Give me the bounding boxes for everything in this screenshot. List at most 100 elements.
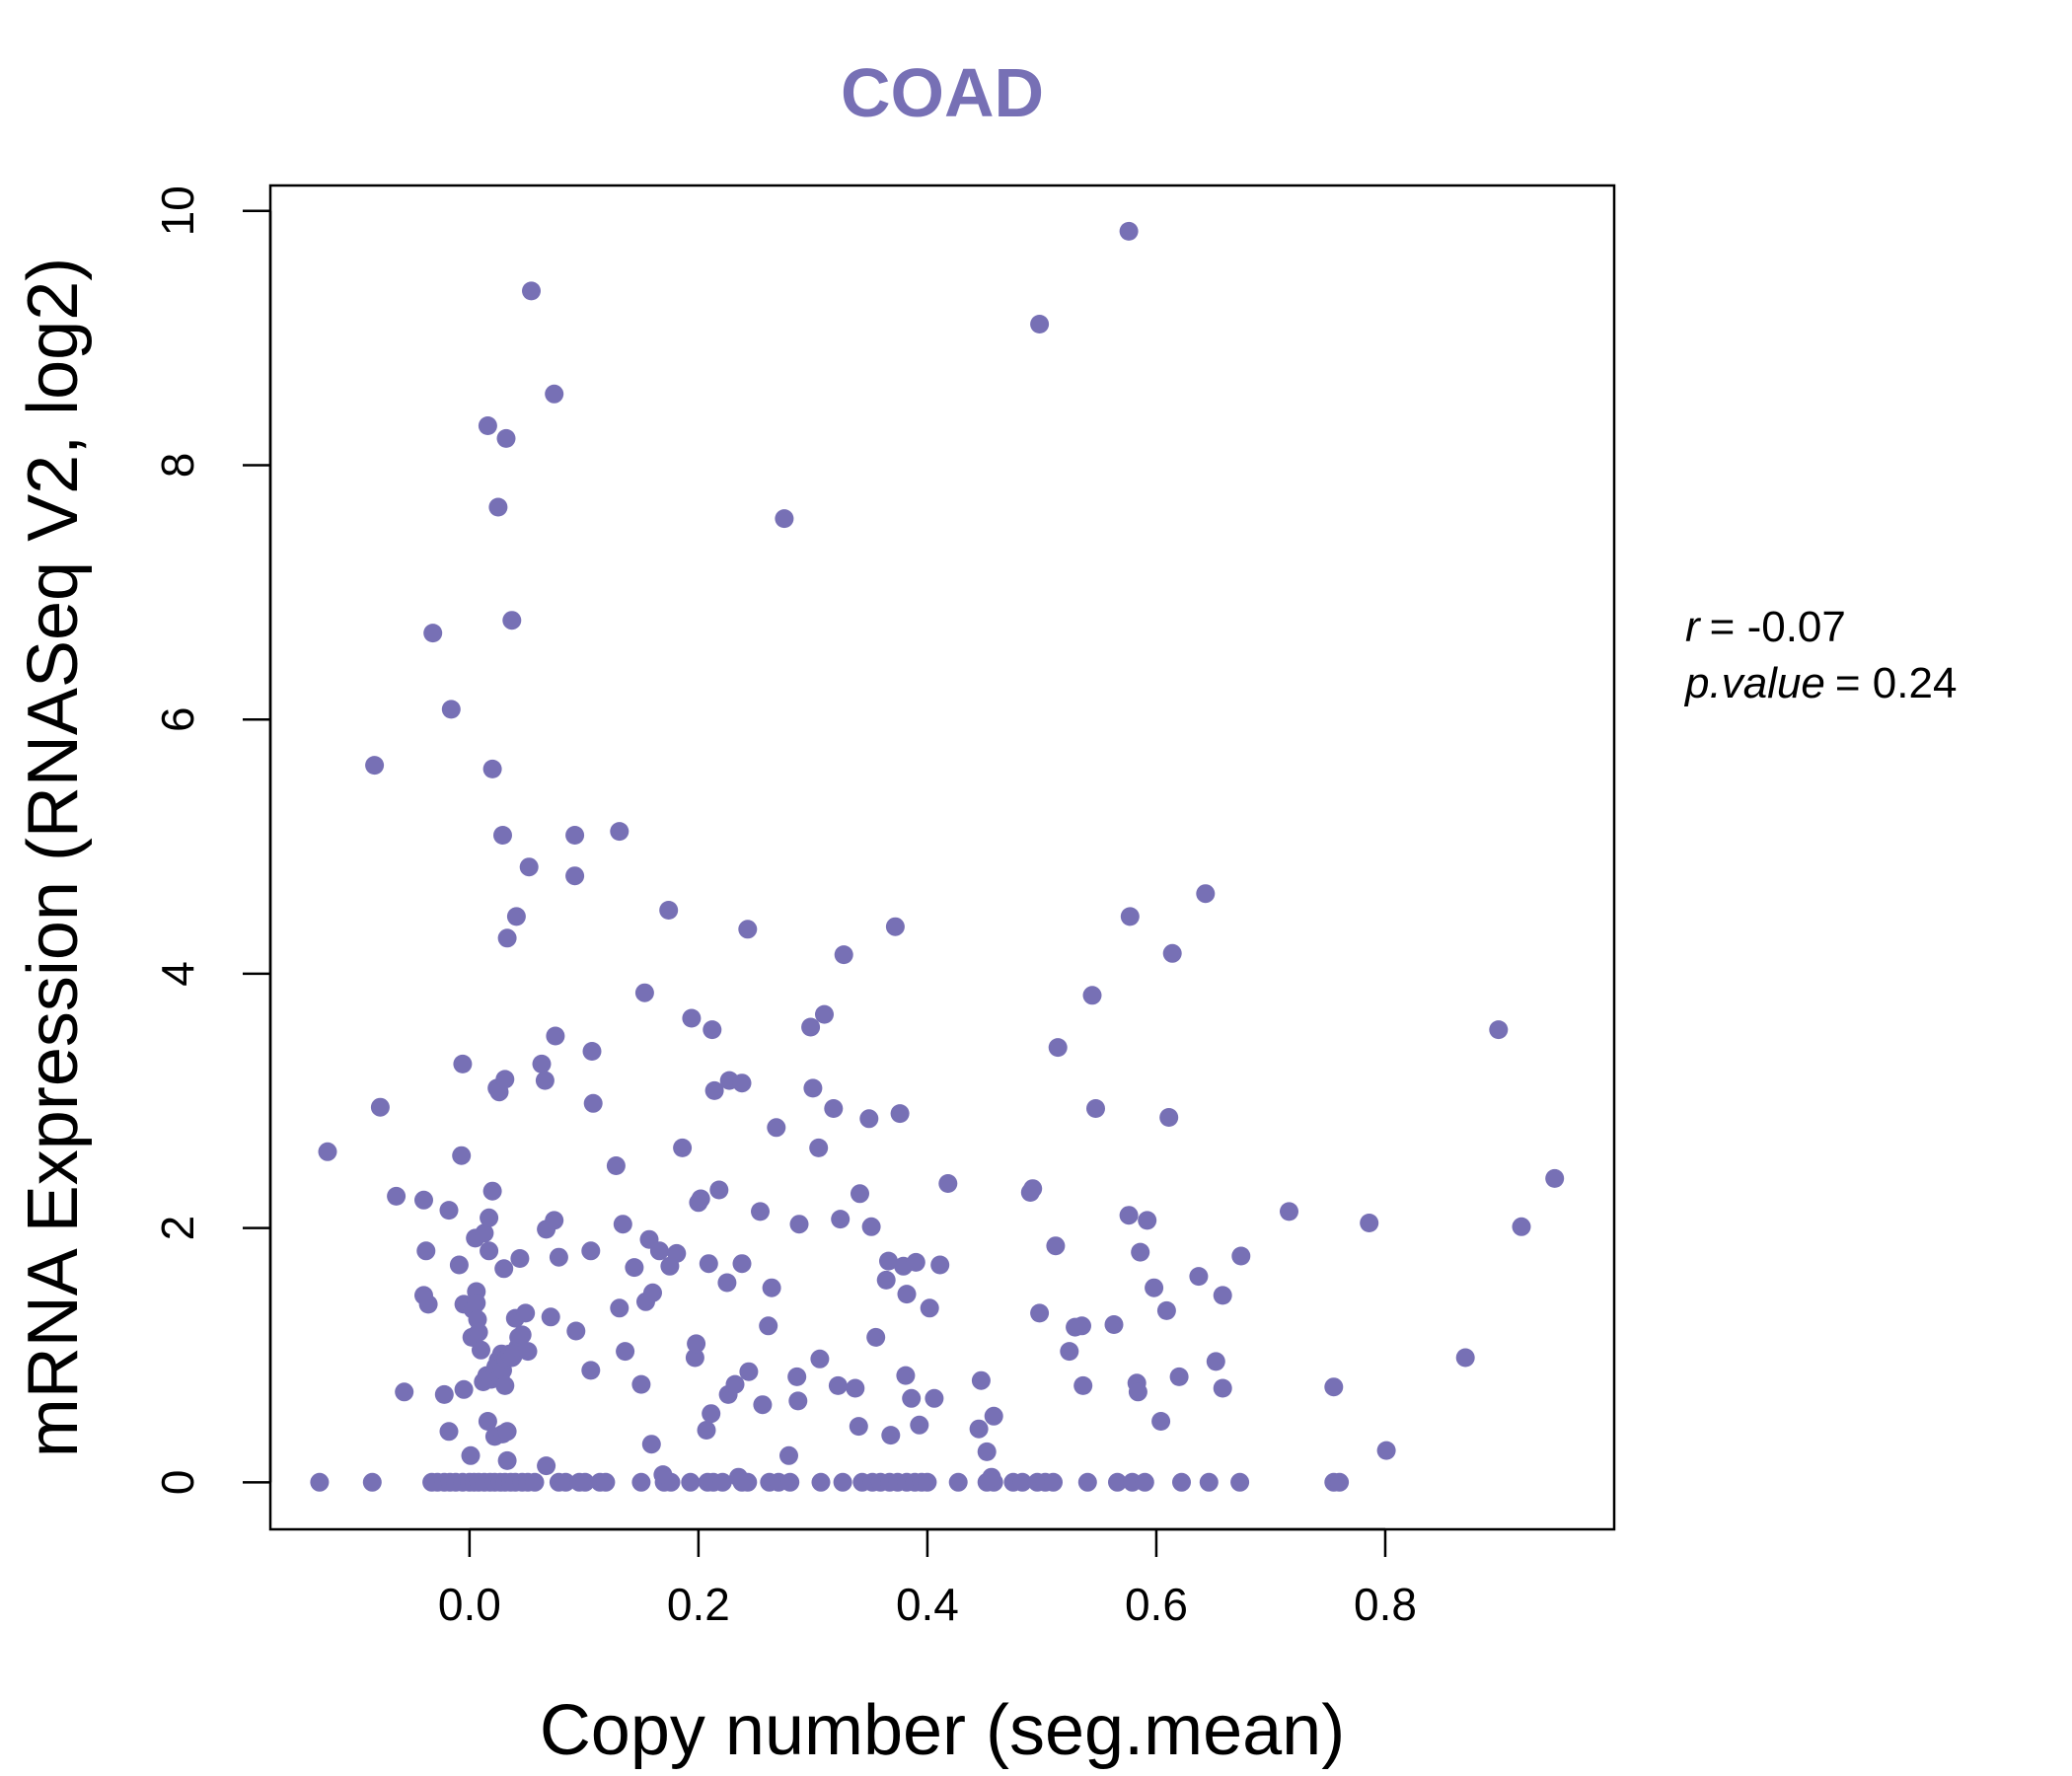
data-point — [482, 1181, 502, 1201]
data-point — [566, 1321, 586, 1341]
r-value: = -0.07 — [1710, 603, 1846, 651]
data-point — [1455, 1348, 1475, 1368]
data-point — [395, 1382, 414, 1402]
y-axis: 0 2 4 6 8 10 — [152, 185, 272, 1496]
data-point — [910, 1415, 929, 1435]
data-point — [565, 866, 585, 886]
x-tick-label: 0.6 — [1125, 1579, 1188, 1630]
p-value: = 0.24 — [1835, 659, 1958, 707]
data-point — [480, 1241, 499, 1261]
data-point — [387, 1186, 407, 1206]
data-point — [512, 1325, 532, 1345]
data-point — [1189, 1267, 1209, 1287]
data-point — [1172, 1472, 1191, 1492]
x-axis: 0.0 0.2 0.4 0.6 0.8 — [438, 1527, 1417, 1630]
data-point — [1048, 1038, 1068, 1058]
data-point — [691, 1189, 710, 1209]
data-point — [480, 1208, 499, 1227]
x-tick-label: 0.0 — [438, 1579, 501, 1630]
data-point — [496, 428, 516, 448]
data-point — [549, 1247, 568, 1267]
data-point — [948, 1472, 968, 1492]
data-point — [362, 1472, 382, 1492]
data-point — [717, 1273, 737, 1293]
data-point — [535, 1071, 555, 1090]
x-axis-title: Copy number (seg.mean) — [540, 1691, 1345, 1770]
data-point — [982, 1467, 1001, 1487]
data-point — [1046, 1236, 1066, 1256]
data-point — [890, 1104, 910, 1124]
data-point — [759, 1316, 778, 1336]
data-point — [631, 1472, 651, 1492]
data-point — [1230, 1472, 1250, 1492]
data-point — [610, 822, 629, 842]
data-point — [811, 1472, 831, 1492]
data-point — [788, 1391, 808, 1411]
y-tick-label: 10 — [152, 185, 203, 236]
data-point — [469, 1322, 488, 1342]
data-point — [441, 700, 461, 719]
data-point — [1376, 1441, 1396, 1460]
y-tick-label: 0 — [152, 1470, 203, 1496]
data-point — [495, 1375, 515, 1395]
data-point — [732, 1073, 752, 1093]
data-point — [541, 1307, 560, 1327]
data-point — [434, 1384, 454, 1404]
data-point — [685, 1348, 704, 1368]
data-point — [1060, 1342, 1079, 1362]
data-point — [1138, 1211, 1157, 1230]
data-point — [1086, 1099, 1105, 1118]
data-point — [497, 1450, 517, 1470]
data-point — [1108, 1472, 1127, 1492]
data-point — [546, 1026, 565, 1046]
data-point — [1324, 1377, 1344, 1397]
data-point — [502, 611, 522, 630]
data-point — [831, 1210, 851, 1229]
data-point — [687, 1334, 706, 1354]
chart-title: COAD — [841, 54, 1044, 131]
data-point — [525, 1472, 545, 1492]
data-point — [879, 1251, 898, 1271]
data-point — [1120, 907, 1140, 926]
data-point — [753, 1395, 773, 1415]
data-point — [643, 1283, 662, 1302]
data-point — [906, 1252, 925, 1272]
p-value-stat: p.value = 0.24 — [1683, 659, 1957, 707]
data-point — [416, 1241, 436, 1261]
data-point — [712, 1472, 732, 1492]
data-point — [625, 1258, 644, 1278]
y-tick-label: 6 — [152, 706, 203, 732]
data-point — [370, 1097, 390, 1117]
correlation-stats: r = -0.07 p.value = 0.24 — [1683, 603, 1957, 707]
data-point — [1512, 1217, 1531, 1236]
data-point — [902, 1388, 922, 1408]
data-point — [1199, 1472, 1219, 1492]
data-point — [1128, 1382, 1147, 1402]
data-point — [851, 1184, 869, 1204]
data-point — [681, 1472, 701, 1492]
data-point — [1360, 1214, 1379, 1232]
data-point — [1151, 1412, 1171, 1431]
data-point — [971, 1370, 991, 1390]
data-point — [1489, 1020, 1509, 1040]
data-point — [1231, 1246, 1251, 1266]
data-point — [1145, 1278, 1164, 1297]
data-point — [725, 1374, 745, 1394]
r-stat: r = -0.07 — [1685, 603, 1846, 651]
data-point — [803, 1078, 823, 1098]
data-point — [859, 1109, 879, 1129]
data-point — [703, 1020, 722, 1040]
data-point — [1135, 1472, 1154, 1492]
data-point — [1073, 1375, 1093, 1395]
data-point — [1044, 1472, 1063, 1492]
data-point — [488, 497, 508, 517]
x-tick-label: 0.2 — [667, 1579, 730, 1630]
data-point — [810, 1349, 830, 1369]
data-point — [418, 1295, 438, 1314]
data-point — [575, 1472, 595, 1492]
data-point — [493, 826, 512, 845]
data-point — [1169, 1367, 1189, 1386]
y-axis-title: mRNA Expression (RNASeq V2, log2) — [14, 258, 93, 1457]
data-point — [833, 1472, 852, 1492]
data-point — [699, 1254, 718, 1274]
